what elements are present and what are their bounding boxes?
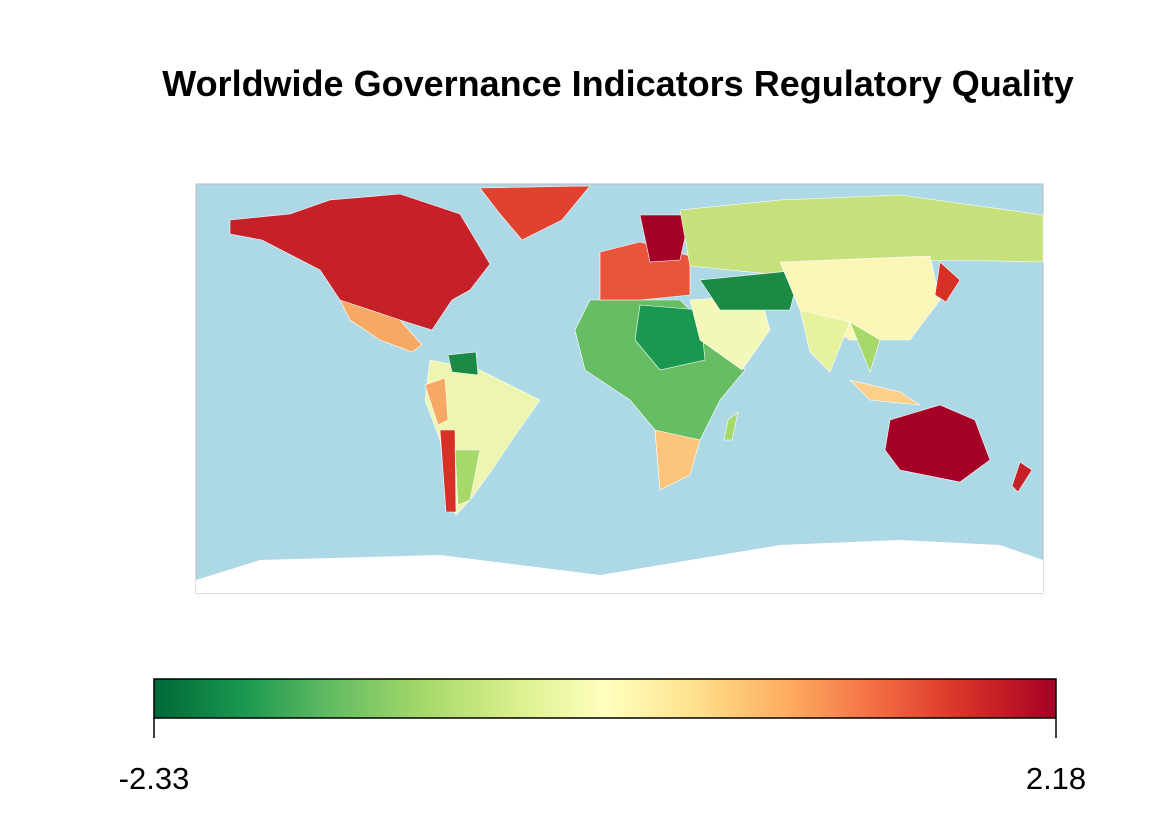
antarctica: [196, 540, 1043, 593]
japan: [934, 261, 961, 303]
southeast-asia: [849, 321, 881, 373]
madagascar: [723, 411, 739, 441]
mexico: [339, 299, 423, 353]
central-asia: [699, 269, 801, 311]
argentina: [454, 449, 481, 506]
venezuela: [447, 351, 479, 376]
peru: [424, 377, 449, 426]
new-zealand: [1011, 461, 1033, 493]
tick-label: -2.33: [119, 761, 190, 796]
india: [799, 309, 851, 373]
southern-africa: [654, 429, 701, 491]
greenland: [479, 185, 591, 241]
russia: [679, 194, 1044, 276]
chart-title: Worldwide Governance Indicators Regulato…: [162, 63, 1074, 104]
scandinavia: [639, 214, 691, 263]
chile: [439, 429, 457, 513]
indonesia: [849, 379, 921, 406]
colorbar: [153, 678, 1057, 719]
australia: [884, 404, 991, 483]
north-america: [229, 193, 491, 331]
map: [195, 183, 1044, 594]
sahel: [634, 304, 706, 371]
tick-label: 2.18: [1026, 761, 1086, 796]
